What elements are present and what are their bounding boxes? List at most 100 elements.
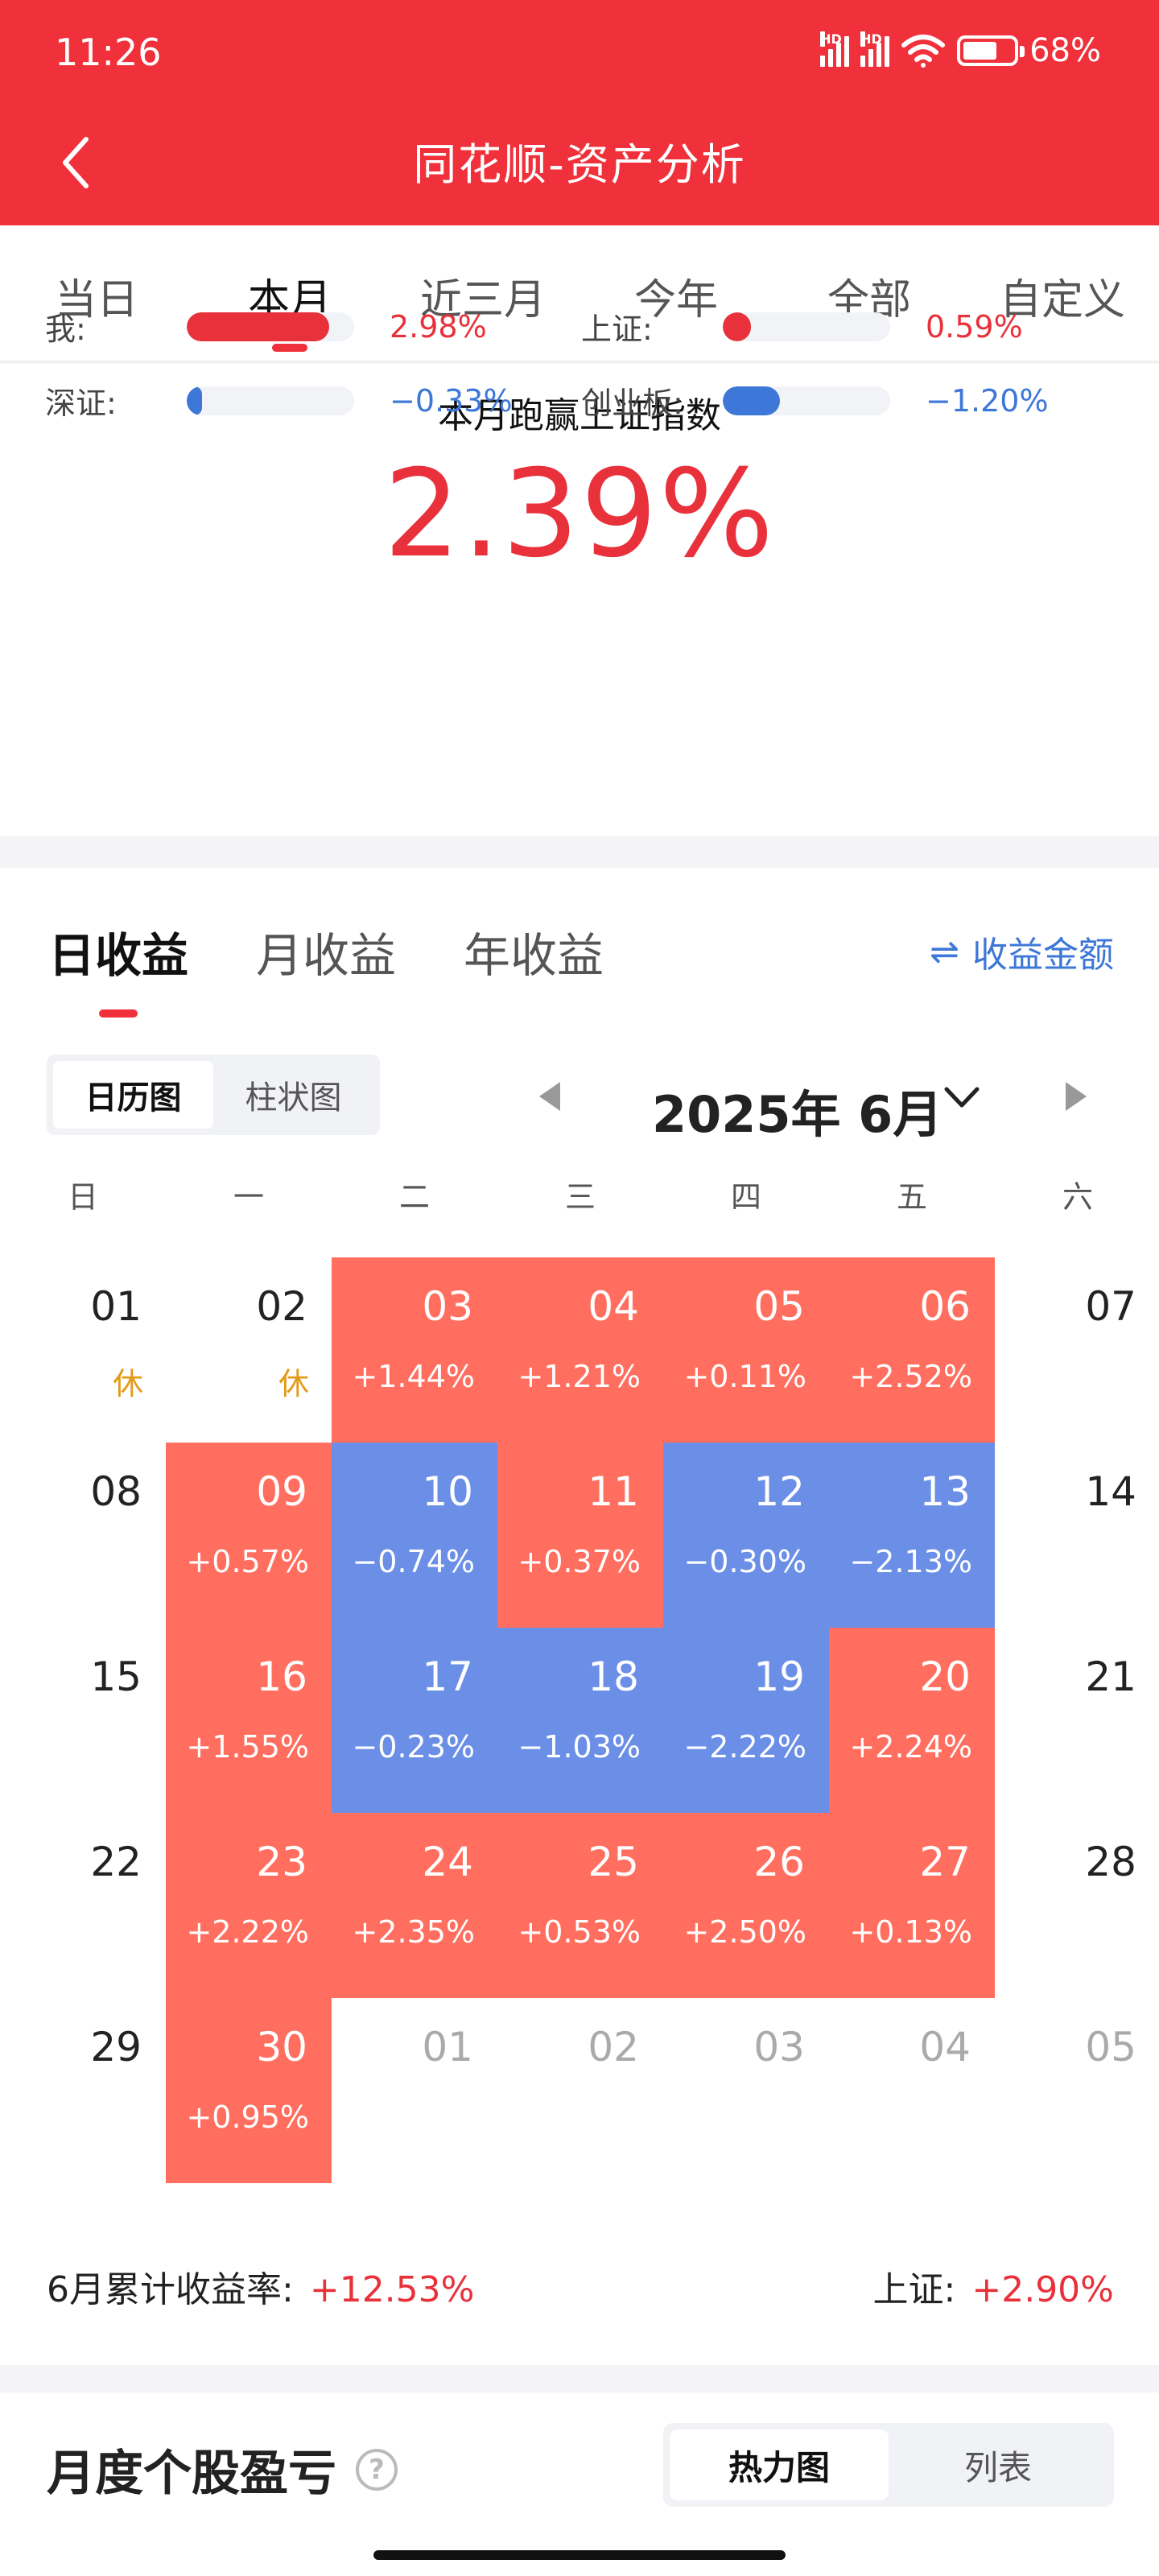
home-indicator[interactable]: [373, 2550, 786, 2560]
signal-icon: HD: [860, 31, 890, 67]
calendar-day[interactable]: 23 +2.22%: [166, 1813, 332, 1998]
pnl-title-text: 月度个股盈亏: [47, 2446, 336, 2502]
calendar-day[interactable]: 06 +2.52%: [829, 1257, 995, 1443]
nav-bar: 同花顺-资产分析: [0, 105, 1159, 225]
index-metric: 上证: 0.59%: [581, 304, 1023, 349]
weekday-label: 日: [67, 1179, 98, 1215]
calendar-day[interactable]: 02 休: [166, 1257, 332, 1443]
metric-value: −1.20%: [926, 382, 1049, 419]
tab-returns[interactable]: 月收益: [256, 918, 396, 985]
amount-toggle[interactable]: ⇌ 收益金额: [930, 926, 1114, 977]
day-number: 18: [588, 1653, 639, 1700]
daily-return: +2.35%: [352, 1914, 475, 1950]
tab-label: 月收益: [256, 928, 397, 983]
month-label[interactable]: 2025年 6月: [652, 1085, 943, 1144]
monthly-stock-pnl-section: 月度个股盈亏 ? 热力图 列表: [0, 2392, 1159, 2576]
calendar-day[interactable]: 08: [0, 1443, 166, 1628]
weekday-label: 一: [233, 1179, 264, 1215]
prev-month-icon[interactable]: [539, 1082, 560, 1111]
next-month-icon[interactable]: [1066, 1082, 1087, 1111]
period-tabs: 当日 本月 近三月 今年 全部 自定义: [0, 225, 1159, 362]
calendar-day[interactable]: 03: [663, 1998, 829, 2183]
help-icon[interactable]: ?: [356, 2448, 398, 2491]
calendar-day[interactable]: 30 +0.95%: [166, 1998, 332, 2183]
calendar-day[interactable]: 02: [497, 1998, 663, 2183]
calendar-day[interactable]: 09 +0.57%: [166, 1443, 332, 1628]
calendar-day[interactable]: 25 +0.53%: [497, 1813, 663, 1998]
calendar-day[interactable]: 17 −0.23%: [332, 1628, 497, 1813]
sh-index-value: +2.90%: [971, 2269, 1114, 2310]
calendar-day[interactable]: 13 −2.13%: [829, 1443, 995, 1628]
calendar-day[interactable]: 15: [0, 1628, 166, 1813]
day-number: 23: [256, 1839, 307, 1885]
calendar-day[interactable]: 12 −0.30%: [663, 1443, 829, 1628]
calendar-day[interactable]: 22: [0, 1813, 166, 1998]
active-tab-indicator: [272, 344, 307, 352]
calendar-day[interactable]: 21: [995, 1628, 1159, 1813]
tab-period[interactable]: 近三月: [386, 266, 580, 326]
day-number: 04: [919, 2024, 971, 2070]
calendar-day[interactable]: 03 +1.44%: [332, 1257, 497, 1443]
metric-bar-fill: [187, 386, 202, 415]
calendar-day[interactable]: 01 休: [0, 1257, 166, 1443]
calendar-day[interactable]: 29: [0, 1998, 166, 2183]
calendar-day[interactable]: 16 +1.55%: [166, 1628, 332, 1813]
weekday-label: 三: [564, 1179, 596, 1215]
calendar-day[interactable]: 05: [995, 1998, 1159, 2183]
calendar-view-button[interactable]: 日历图: [53, 1061, 213, 1129]
metric-value: −0.33%: [390, 382, 513, 419]
list-button[interactable]: 列表: [963, 2447, 1032, 2487]
tab-label: 当日: [54, 276, 138, 324]
daily-return: +1.44%: [352, 1359, 475, 1394]
calendar-day[interactable]: 28: [995, 1813, 1159, 1998]
calendar-day[interactable]: 07: [995, 1257, 1159, 1443]
tab-returns[interactable]: 年收益: [464, 918, 604, 985]
daily-return: −0.30%: [683, 1544, 806, 1579]
calendar-day[interactable]: 10 −0.74%: [332, 1443, 497, 1628]
daily-return: −0.74%: [352, 1544, 475, 1579]
day-number: 13: [919, 1468, 971, 1515]
metric-label: 创业板:: [581, 386, 683, 421]
calendar-day[interactable]: 01: [332, 1998, 497, 2183]
calendar-day[interactable]: 11 +0.37%: [497, 1443, 663, 1628]
tab-period[interactable]: 今年: [580, 266, 773, 326]
day-number: 10: [422, 1468, 473, 1515]
calendar-day[interactable]: 19 −2.22%: [663, 1628, 829, 1813]
daily-return: +2.24%: [849, 1729, 972, 1765]
calendar-day[interactable]: 18 −1.03%: [497, 1628, 663, 1813]
battery-icon: [957, 35, 1025, 66]
tab-period[interactable]: 当日: [0, 266, 193, 326]
daily-return: +1.55%: [186, 1729, 309, 1765]
status-icons: HD HD 68%: [820, 31, 1101, 69]
heatmap-button[interactable]: 热力图: [670, 2429, 889, 2500]
weekday-label: 四: [730, 1179, 761, 1215]
day-number: 22: [90, 1839, 142, 1885]
calendar-day[interactable]: 27 +0.13%: [829, 1813, 995, 1998]
day-number: 03: [422, 1283, 473, 1330]
calendar-day[interactable]: 26 +2.50%: [663, 1813, 829, 1998]
tab-returns[interactable]: 日收益: [48, 918, 188, 1018]
day-number: 08: [90, 1468, 142, 1515]
tab-period[interactable]: 自定义: [966, 266, 1159, 326]
calendar-day[interactable]: 20 +2.24%: [829, 1628, 995, 1813]
daily-return: +0.53%: [518, 1914, 641, 1950]
status-time: 11:26: [55, 31, 162, 74]
calendar-day[interactable]: 24 +2.35%: [332, 1813, 497, 1998]
hd-label: HD: [860, 31, 882, 47]
calendar-day[interactable]: 04: [829, 1998, 995, 2183]
back-button[interactable]: [47, 130, 103, 195]
chevron-down-icon[interactable]: [942, 1077, 982, 1117]
calendar-day[interactable]: 05 +0.11%: [663, 1257, 829, 1443]
day-number: 16: [256, 1653, 307, 1700]
daily-return: +0.57%: [186, 1544, 309, 1579]
day-number: 01: [90, 1283, 142, 1330]
metric-bar-fill: [723, 386, 780, 415]
monthly-return-value: +12.53%: [309, 2269, 475, 2310]
metric-bar: [187, 312, 354, 341]
bar-view-button[interactable]: 柱状图: [245, 1080, 342, 1117]
calendar-day[interactable]: 04 +1.21%: [497, 1257, 663, 1443]
calendar-day[interactable]: 14: [995, 1443, 1159, 1628]
daily-return: +2.50%: [683, 1914, 806, 1950]
day-number: 19: [753, 1653, 805, 1700]
swap-icon: ⇌: [930, 931, 959, 972]
